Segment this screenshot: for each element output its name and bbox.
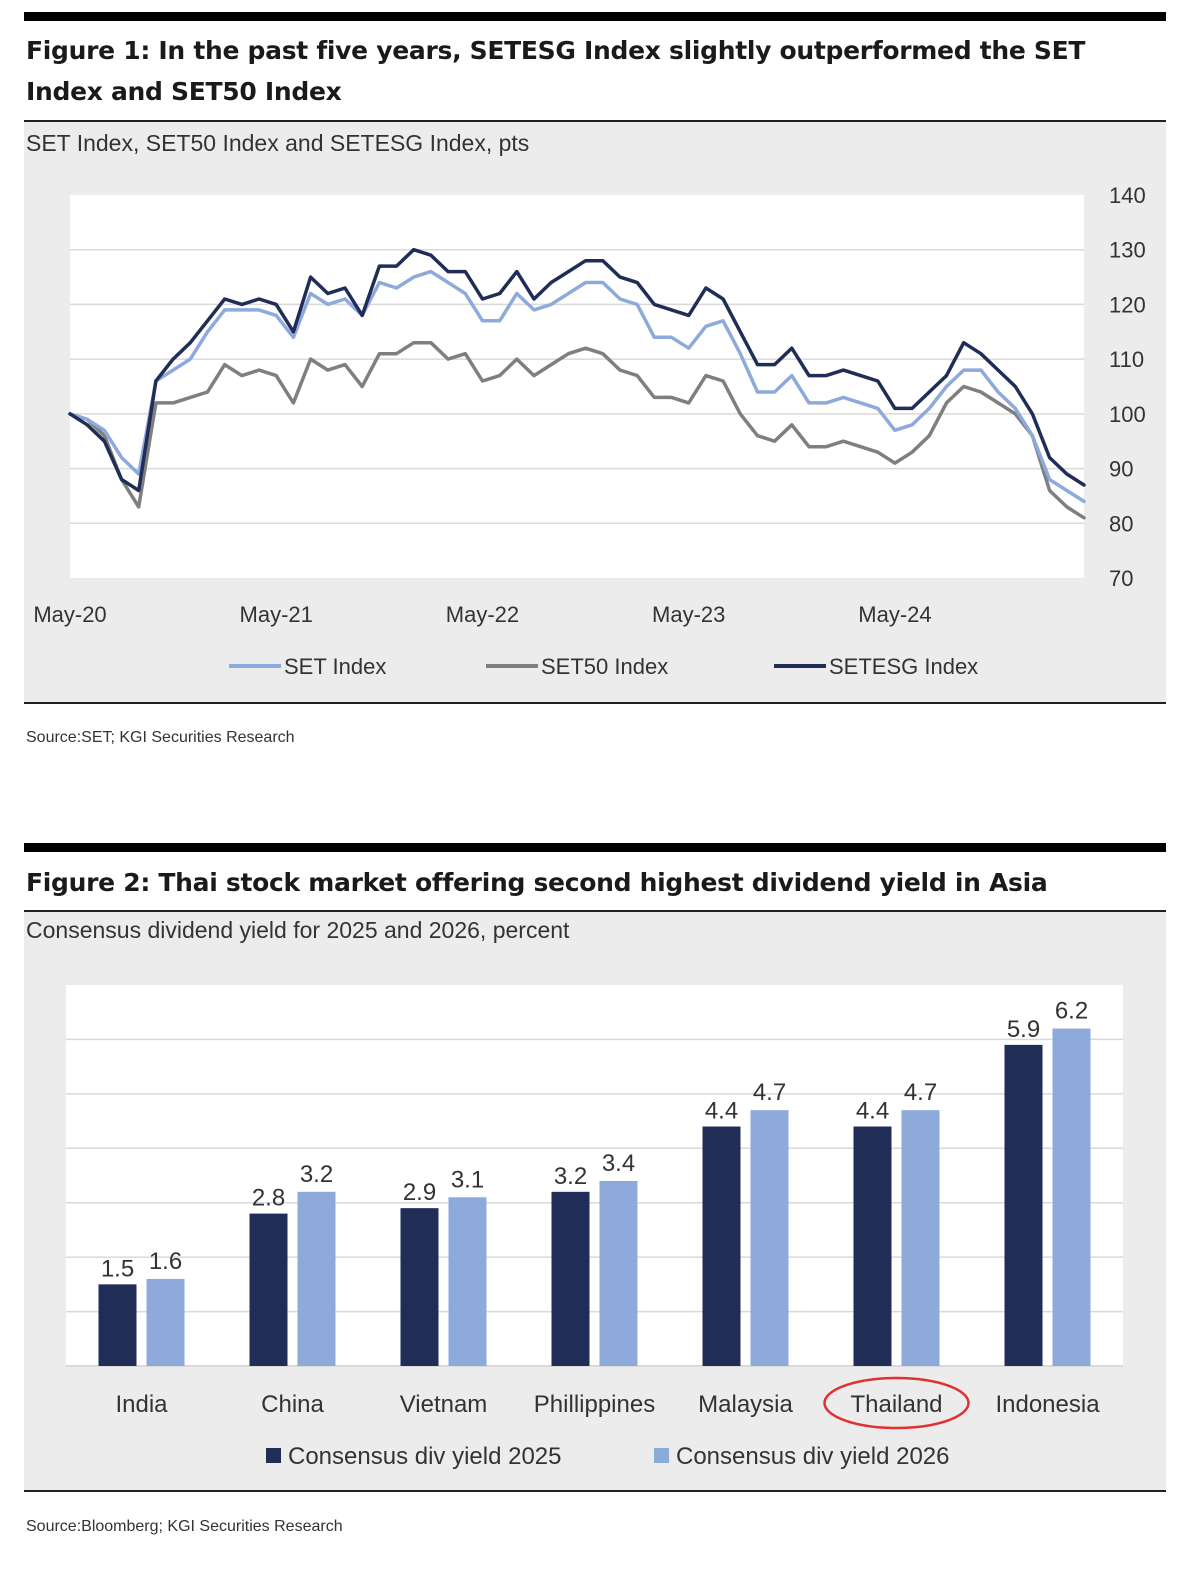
data-label: 6.2 [1055, 998, 1088, 1025]
bar [551, 1191, 590, 1366]
series-line-setesg-index [68, 247, 1086, 493]
figure1-top-bar [24, 12, 1166, 21]
bar [249, 1213, 288, 1366]
figure2-top-bar [24, 843, 1166, 852]
plot-area [66, 985, 1123, 1366]
x-category-label: Phillippines [534, 1391, 655, 1418]
figure2-bar-chart: 1.5 1.6 India 2.8 3.2 China 2.9 3.1 Vietnam 3.2 3.… [66, 985, 1123, 1470]
x-category-label: Indonesia [995, 1391, 1100, 1418]
legend-label: SET Index [284, 654, 386, 679]
thailand-highlight-oval [823, 1376, 970, 1430]
figure2-title: Figure 2: Thai stock market offering sec… [26, 868, 1048, 897]
bar [1004, 1044, 1043, 1366]
bar [98, 1284, 137, 1366]
legend-label: Consensus div yield 2026 [676, 1443, 950, 1470]
data-label: 2.9 [403, 1179, 436, 1206]
bar [400, 1208, 439, 1366]
x-tick-label: May-24 [858, 602, 931, 627]
data-label: 1.5 [101, 1255, 134, 1282]
figure1-title: Figure 1: In the past five years, SETESG… [26, 36, 1086, 106]
figure1-title-rule [24, 120, 1166, 122]
x-tick-label: May-23 [652, 602, 725, 627]
bar [853, 1126, 892, 1366]
legend-label: Consensus div yield 2025 [288, 1443, 562, 1470]
y-tick-label: 70 [1109, 566, 1133, 591]
bar [1052, 1028, 1091, 1366]
x-tick-label: May-22 [446, 602, 519, 627]
series-line-set50-index [68, 340, 1086, 520]
figure1-line-chart: 70 80 90 100 110 120 130 140 May-20 May-21 May-22 M… [33, 183, 1146, 679]
data-label: 3.1 [451, 1166, 484, 1193]
bar [297, 1191, 336, 1366]
y-tick-label: 130 [1109, 238, 1146, 263]
y-tick-label: 120 [1109, 292, 1146, 317]
data-label: 3.2 [554, 1163, 587, 1190]
x-category-label: Thailand [850, 1391, 942, 1418]
x-category-label: India [115, 1391, 168, 1418]
bar [448, 1197, 487, 1366]
data-label: 4.4 [856, 1098, 889, 1125]
y-tick-label: 80 [1109, 511, 1133, 536]
bar [750, 1110, 789, 1366]
y-tick-label: 140 [1109, 183, 1146, 208]
y-tick-label: 100 [1109, 402, 1146, 427]
data-label: 5.9 [1007, 1016, 1040, 1043]
y-tick-label: 110 [1109, 347, 1144, 372]
bar [901, 1110, 940, 1366]
figure2-title-rule [24, 910, 1166, 912]
figure2-subtitle: Consensus dividend yield for 2025 and 20… [26, 917, 570, 943]
data-label: 2.8 [252, 1185, 285, 1212]
data-label: 4.7 [904, 1079, 937, 1106]
bar [599, 1180, 638, 1366]
series-line-set-index [68, 269, 1086, 504]
legend-label: SET50 Index [541, 654, 668, 679]
y-tick-label: 90 [1109, 457, 1133, 482]
bar [702, 1126, 741, 1366]
data-label: 3.2 [300, 1161, 333, 1188]
plot-area [70, 195, 1084, 578]
data-label: 3.4 [602, 1150, 635, 1177]
x-category-label: China [261, 1391, 324, 1418]
x-category-label: Malaysia [698, 1391, 793, 1418]
legend-swatch [266, 1448, 281, 1463]
x-tick-label: May-21 [240, 602, 313, 627]
data-label: 4.4 [705, 1098, 738, 1125]
x-category-label: Vietnam [400, 1391, 488, 1418]
bar [146, 1278, 185, 1366]
data-label: 1.6 [149, 1248, 182, 1275]
data-label: 4.7 [753, 1079, 786, 1106]
figure1-subtitle: SET Index, SET50 Index and SETESG Index,… [26, 130, 530, 156]
legend-swatch [654, 1448, 669, 1463]
figure1-source: Source:SET; KGI Securities Research [26, 729, 295, 746]
figure2-source: Source:Bloomberg; KGI Securities Researc… [26, 1518, 343, 1535]
x-tick-label: May-20 [33, 602, 106, 627]
legend-label: SETESG Index [829, 654, 978, 679]
